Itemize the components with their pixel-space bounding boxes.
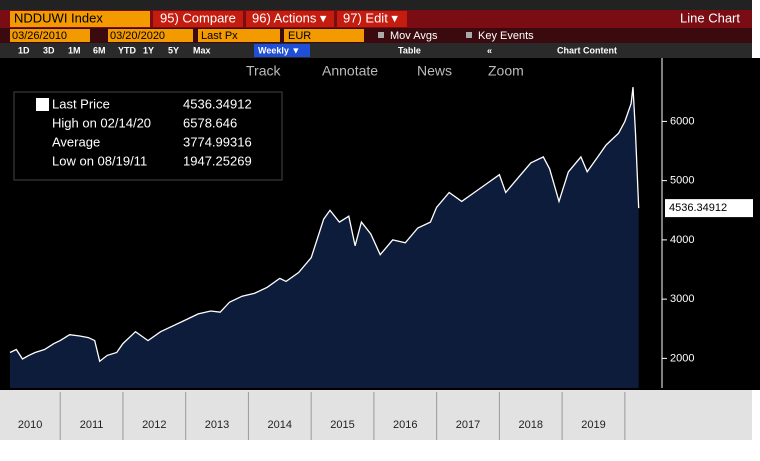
x-tick-label: 2019 — [581, 419, 605, 431]
y-tick-label: 2000 — [670, 352, 694, 364]
period-button[interactable]: 3D — [43, 45, 55, 55]
last-price-tag — [665, 199, 753, 218]
y-tick-label: 6000 — [670, 115, 694, 127]
top-strip — [0, 0, 752, 10]
period-bar — [0, 43, 752, 58]
x-tick-label: 2014 — [268, 419, 292, 431]
stat-label: High on 02/14/20 — [52, 115, 151, 130]
currency-select[interactable] — [284, 29, 364, 42]
period-button[interactable]: Max — [193, 45, 211, 55]
stat-value: 3774.99316 — [183, 134, 252, 149]
area — [10, 87, 639, 388]
stat-value: 6578.646 — [183, 115, 237, 130]
period-button[interactable]: YTD — [118, 45, 137, 55]
price-line — [9, 87, 640, 363]
frequency-select[interactable] — [254, 44, 310, 57]
x-tick-label: 2010 — [18, 419, 42, 431]
last-price-label: 4536.34912 — [669, 202, 727, 214]
tool-button[interactable]: News — [417, 63, 452, 79]
y-tick-label: 4000 — [670, 234, 694, 246]
checkbox[interactable] — [466, 32, 472, 38]
checkbox[interactable] — [378, 32, 384, 38]
period-button[interactable]: 1M — [68, 45, 81, 55]
view: Line Chart — [680, 10, 740, 25]
actions: 96) Actions ▾ — [252, 10, 327, 25]
x-tick-label: 2016 — [393, 419, 417, 431]
security: NDDUWI Index — [14, 10, 103, 25]
start-field[interactable] — [10, 29, 90, 42]
edit: 97) Edit ▾ — [343, 10, 398, 25]
field-select[interactable] — [198, 29, 280, 42]
chart-content[interactable]: Chart Content — [557, 45, 617, 55]
x-tick-label: 2012 — [142, 419, 166, 431]
mov-avgs[interactable]: Mov Avgs — [390, 30, 438, 42]
x-tick-label: 2017 — [456, 419, 480, 431]
compare-button[interactable] — [153, 11, 243, 27]
stat-label: Last Price — [52, 96, 110, 111]
start-date: 03/26/2010 — [12, 30, 67, 42]
period-button[interactable]: 1Y — [143, 45, 154, 55]
period-button[interactable]: 1D — [18, 45, 30, 55]
tool-button[interactable]: Annotate — [322, 63, 378, 79]
security-field[interactable] — [10, 11, 150, 27]
x-tick-label: 2018 — [519, 419, 543, 431]
field: Last Px — [201, 30, 238, 42]
x-axis-bar — [0, 390, 752, 440]
x-tick-label: 2015 — [330, 419, 354, 431]
edit-button[interactable] — [337, 11, 407, 27]
table[interactable]: Table — [398, 45, 421, 55]
tool-button[interactable]: Track — [246, 63, 281, 79]
end-date: 03/20/2020 — [110, 30, 165, 42]
stat-label: Average — [52, 134, 100, 149]
stat-label: Low on 08/19/11 — [52, 153, 147, 168]
frequency[interactable]: Weekly ▼ — [258, 45, 300, 55]
y-tick-label: 5000 — [670, 175, 694, 187]
period-button[interactable]: 5Y — [168, 45, 179, 55]
legend-box — [13, 91, 283, 181]
actions-button[interactable] — [246, 11, 334, 27]
end-field[interactable] — [108, 29, 193, 42]
currency: EUR — [288, 30, 311, 42]
period-button[interactable]: 6M — [93, 45, 106, 55]
x-tick-label: 2013 — [205, 419, 229, 431]
key-events[interactable]: Key Events — [478, 30, 534, 42]
tool-button[interactable]: Zoom — [488, 63, 524, 79]
stat-value: 1947.25269 — [183, 153, 252, 168]
stat-value: 4536.34912 — [183, 96, 252, 111]
collapse[interactable]: « — [487, 45, 492, 55]
x-tick-label: 2011 — [80, 419, 104, 431]
y-tick-label: 3000 — [670, 293, 694, 305]
legend-swatch — [36, 98, 49, 111]
compare: 95) Compare — [160, 10, 236, 25]
